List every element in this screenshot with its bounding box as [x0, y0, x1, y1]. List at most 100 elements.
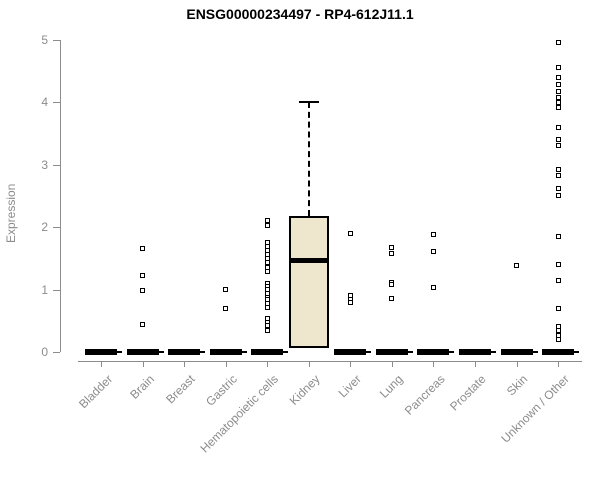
y-tick-label: 5 — [41, 32, 48, 47]
x-tick — [475, 361, 477, 367]
x-tick-label: Breast — [163, 372, 199, 407]
x-tick-label: Prostate — [447, 372, 489, 414]
y-tick — [53, 164, 60, 166]
data-point — [389, 244, 395, 250]
collapsed-box — [85, 349, 117, 355]
data-point — [555, 124, 561, 130]
x-tick-label: Liver — [335, 372, 365, 401]
y-tick — [53, 227, 60, 228]
data-point — [389, 250, 395, 256]
y-tick — [53, 289, 60, 291]
chart-title: ENSG00000234497 - RP4-612J11.1 — [186, 6, 414, 22]
x-tick-label: Kidney — [286, 372, 323, 408]
box-body — [288, 216, 329, 348]
data-point — [347, 230, 353, 236]
x-axis-line — [78, 361, 582, 362]
whisker-nub — [366, 351, 372, 353]
whisker-nub — [241, 351, 247, 353]
x-tick-label: Hematopoietic cells — [197, 372, 282, 456]
y-tick-label: 3 — [41, 157, 48, 172]
data-point — [555, 104, 561, 110]
data-point — [140, 246, 146, 252]
data-point — [555, 167, 561, 172]
x-tick — [142, 361, 144, 367]
y-axis-line — [60, 39, 61, 352]
data-point — [555, 74, 561, 80]
x-tick-label: Brain — [126, 372, 157, 402]
data-point — [555, 185, 561, 191]
x-tick — [184, 361, 186, 367]
y-axis-label: Expression — [4, 183, 18, 243]
collapsed-box — [375, 349, 408, 355]
data-point — [555, 64, 561, 70]
collapsed-box — [417, 349, 450, 355]
x-tick-label: Bladder — [75, 372, 115, 412]
data-point — [389, 282, 395, 287]
x-tick — [433, 361, 435, 367]
collapsed-box — [168, 349, 201, 355]
data-point — [264, 327, 270, 333]
median-line — [289, 257, 328, 263]
x-tick — [225, 361, 227, 367]
data-point — [264, 222, 270, 228]
x-tick-label: Lung — [377, 372, 406, 401]
data-point — [223, 287, 229, 292]
whisker-nub — [283, 351, 289, 353]
y-tick-label: 2 — [41, 220, 48, 234]
collapsed-box — [542, 349, 575, 355]
y-tick — [53, 39, 60, 41]
data-point — [555, 337, 561, 342]
data-point — [555, 137, 561, 142]
x-tick-label: Pancreas — [401, 372, 448, 418]
y-tick-label: 0 — [41, 345, 48, 359]
data-point — [430, 232, 436, 237]
data-point — [555, 94, 561, 100]
x-tick — [558, 361, 560, 367]
x-tick — [308, 361, 310, 367]
data-point — [140, 288, 146, 294]
data-point — [555, 173, 561, 179]
y-tick-label: 4 — [41, 95, 48, 109]
data-point — [555, 277, 561, 283]
whisker-nub — [407, 351, 413, 353]
data-point — [347, 300, 353, 306]
data-point — [389, 296, 395, 302]
y-tick — [53, 352, 60, 353]
whisker-nub — [200, 351, 206, 353]
data-point — [555, 193, 561, 199]
data-point — [430, 248, 436, 254]
collapsed-box — [209, 349, 242, 355]
data-point — [223, 305, 229, 311]
whisker-nub — [117, 351, 122, 353]
whisker-nub — [574, 351, 580, 353]
data-point — [555, 305, 561, 311]
whisker-nub — [491, 351, 497, 353]
data-point — [555, 88, 561, 94]
whisker-nub — [158, 351, 164, 353]
data-point — [264, 304, 270, 310]
data-point — [555, 99, 561, 105]
x-tick — [350, 361, 352, 367]
data-point — [555, 262, 561, 267]
x-tick — [391, 361, 393, 367]
whisker-nub — [449, 351, 455, 353]
x-tick — [267, 361, 269, 367]
collapsed-box — [459, 349, 492, 355]
data-point — [514, 263, 520, 269]
data-point — [264, 268, 270, 274]
collapsed-box — [251, 349, 284, 355]
x-tick — [101, 361, 102, 367]
x-tick-label: Skin — [504, 372, 531, 399]
data-point — [140, 322, 146, 327]
upper-whisker-cap — [298, 101, 319, 103]
y-tick — [53, 102, 60, 103]
data-point — [555, 40, 561, 46]
y-tick-label: 1 — [41, 282, 48, 297]
data-point — [555, 143, 561, 149]
collapsed-box — [334, 349, 367, 355]
data-point — [555, 233, 561, 239]
collapsed-box — [500, 349, 533, 355]
x-tick — [516, 361, 518, 367]
data-point — [430, 285, 436, 291]
